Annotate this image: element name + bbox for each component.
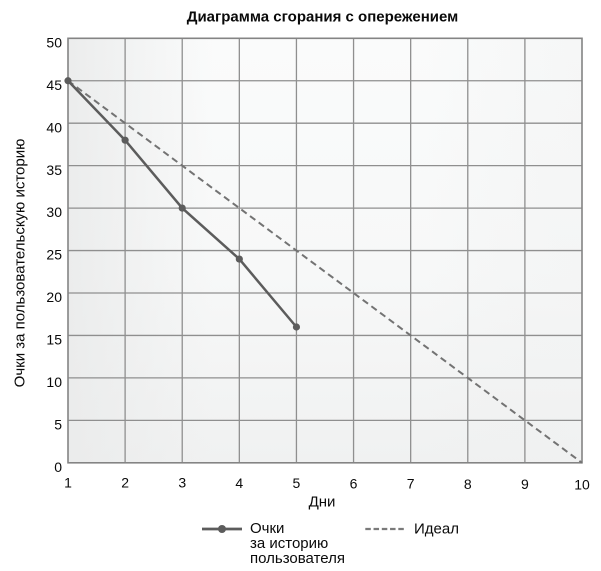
svg-text:Диаграмма сгорания с опережени: Диаграмма сгорания с опережением xyxy=(187,8,458,25)
svg-text:30: 30 xyxy=(46,204,62,220)
svg-text:за историю: за историю xyxy=(250,535,328,552)
svg-text:Очки за пользовательскую истор: Очки за пользовательскую историю xyxy=(12,139,29,388)
svg-text:20: 20 xyxy=(46,289,62,305)
svg-text:Идеал: Идеал xyxy=(414,521,459,538)
svg-text:10: 10 xyxy=(46,374,62,390)
svg-text:35: 35 xyxy=(46,162,62,178)
svg-text:50: 50 xyxy=(46,34,62,50)
svg-text:25: 25 xyxy=(46,247,62,263)
svg-text:Дни: Дни xyxy=(309,494,336,511)
svg-text:1: 1 xyxy=(64,475,72,491)
svg-text:7: 7 xyxy=(407,476,415,492)
svg-text:9: 9 xyxy=(521,476,529,492)
svg-text:5: 5 xyxy=(293,475,301,491)
svg-text:2: 2 xyxy=(121,475,129,491)
svg-text:0: 0 xyxy=(54,459,62,475)
svg-text:40: 40 xyxy=(46,119,62,135)
svg-text:пользователя: пользователя xyxy=(250,550,345,567)
svg-text:Очки: Очки xyxy=(250,520,284,537)
svg-text:3: 3 xyxy=(178,475,186,491)
svg-text:4: 4 xyxy=(235,475,243,491)
svg-text:8: 8 xyxy=(464,476,472,492)
svg-text:6: 6 xyxy=(350,476,358,492)
svg-text:10: 10 xyxy=(574,477,590,493)
svg-text:5: 5 xyxy=(54,416,62,432)
svg-text:15: 15 xyxy=(46,332,62,348)
svg-text:45: 45 xyxy=(46,77,62,93)
